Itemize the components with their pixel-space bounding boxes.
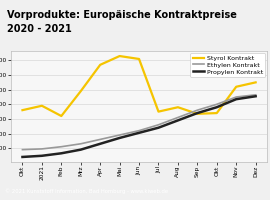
- Ethylen Kontrakt: [40, 148, 43, 150]
- Propylen Kontrakt: [99, 143, 102, 145]
- Propylen Kontrakt: [60, 152, 63, 154]
- Styrol Kontrakt: [215, 112, 218, 114]
- Ethylen Kontrakt: [79, 143, 82, 145]
- Text: Vorprodukte: Europäische Kontraktpreise
2020 - 2021: Vorprodukte: Europäische Kontraktpreise …: [7, 10, 237, 34]
- Ethylen Kontrakt: [254, 94, 257, 96]
- Styrol Kontrakt: [254, 81, 257, 84]
- Styrol Kontrakt: [196, 113, 199, 115]
- Styrol Kontrakt: [40, 105, 43, 107]
- Styrol Kontrakt: [137, 58, 141, 60]
- Propylen Kontrakt: [157, 127, 160, 129]
- Ethylen Kontrakt: [157, 124, 160, 126]
- Styrol Kontrakt: [176, 106, 180, 108]
- Propylen Kontrakt: [176, 119, 180, 122]
- Ethylen Kontrakt: [60, 146, 63, 148]
- Propylen Kontrakt: [215, 106, 218, 108]
- Ethylen Kontrakt: [215, 103, 218, 106]
- Ethylen Kontrakt: [99, 138, 102, 141]
- Styrol Kontrakt: [21, 109, 24, 111]
- Ethylen Kontrakt: [137, 129, 141, 132]
- Line: Ethylen Kontrakt: Ethylen Kontrakt: [22, 95, 256, 150]
- Propylen Kontrakt: [137, 132, 141, 134]
- Propylen Kontrakt: [254, 95, 257, 97]
- Styrol Kontrakt: [157, 110, 160, 113]
- Line: Propylen Kontrakt: Propylen Kontrakt: [22, 96, 256, 157]
- Ethylen Kontrakt: [235, 96, 238, 98]
- Propylen Kontrakt: [40, 155, 43, 157]
- Text: © 2021 Kunststoff Information, Bad Homburg - www.kiweb.de: © 2021 Kunststoff Information, Bad Hombu…: [5, 188, 168, 194]
- Ethylen Kontrakt: [21, 148, 24, 151]
- Propylen Kontrakt: [235, 98, 238, 100]
- Styrol Kontrakt: [99, 64, 102, 66]
- Propylen Kontrakt: [118, 137, 121, 139]
- Styrol Kontrakt: [118, 55, 121, 57]
- Ethylen Kontrakt: [118, 134, 121, 136]
- Styrol Kontrakt: [60, 115, 63, 117]
- Propylen Kontrakt: [196, 112, 199, 114]
- Ethylen Kontrakt: [196, 109, 199, 111]
- Styrol Kontrakt: [235, 86, 238, 88]
- Propylen Kontrakt: [79, 148, 82, 151]
- Propylen Kontrakt: [21, 156, 24, 158]
- Styrol Kontrakt: [79, 90, 82, 92]
- Legend: Styrol Kontrakt, Ethylen Kontrakt, Propylen Kontrakt: Styrol Kontrakt, Ethylen Kontrakt, Propy…: [190, 53, 265, 77]
- Line: Styrol Kontrakt: Styrol Kontrakt: [22, 56, 256, 116]
- Ethylen Kontrakt: [176, 116, 180, 119]
